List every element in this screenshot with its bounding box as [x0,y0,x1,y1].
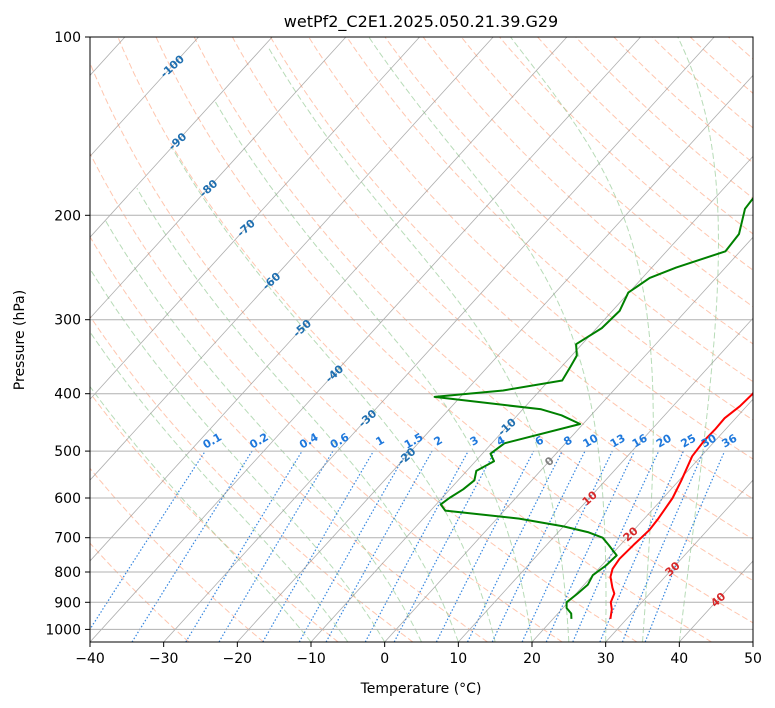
moist-adiabat [90,385,312,642]
mixing-ratio-line [185,450,303,642]
mixing-ratio-line [466,450,563,642]
dry-adiabat [90,392,339,642]
isotherm [90,37,568,562]
y-tick-label: 600 [54,491,81,507]
mixing-ratio-line [218,450,334,642]
y-tick-label: 500 [54,444,81,460]
x-tick-label: −10 [296,651,326,667]
mixing-ratio-line [393,450,496,642]
dry-adiabat [346,37,753,421]
moist-adiabat [677,37,719,642]
y-tick-label: 200 [54,208,81,224]
mixing-ratio-line [435,450,535,642]
moist-adiabat [90,331,349,642]
isotherm [90,37,199,157]
mixing-ratio-line [521,450,613,642]
dry-adiabat [90,235,488,642]
x-tick-label: 30 [597,651,615,667]
isotherm [90,37,273,238]
dry-adiabat [155,37,753,624]
isotherm [531,398,753,642]
isotherm [90,37,494,481]
background-lines [90,37,753,642]
y-tick-label: 400 [54,387,81,403]
x-tick-label: 40 [670,651,688,667]
profile-lines [433,196,753,620]
mixing-ratio-line [325,450,433,642]
dry-adiabat [90,61,638,642]
dry-adiabat [270,37,753,500]
temperature-profile-line [609,391,753,620]
y-tick-label: 300 [54,313,81,329]
isotherm [384,236,753,642]
x-tick-label: 20 [523,651,541,667]
dry-adiabat [90,152,563,642]
dry-adiabat [193,37,753,582]
mixing-ratio-line [621,450,705,642]
mixing-ratio-line [131,450,253,642]
x-tick-label: 0 [380,651,389,667]
plot-frame [89,36,754,643]
mixing-ratio-line [90,450,206,631]
y-tick-label: 900 [54,595,81,611]
moist-adiabat [214,100,533,642]
y-tick-label: 800 [54,565,81,581]
mixing-ratio-line [298,450,408,642]
isotherm [163,37,715,642]
x-tick-label: −20 [223,651,253,667]
moist-adiabat [368,37,607,642]
axes: −40 −30 −20 −10 0 10 20 30 40 50 100 200 300 400 500 60… [45,30,762,667]
moist-adiabat [136,187,459,642]
isotherm [90,37,347,319]
isotherm [90,37,420,400]
x-tick-label: −40 [75,651,105,667]
mixing-ratio-line [491,450,586,642]
mixing-ratio-line [364,450,469,642]
isotherm [237,74,753,642]
x-axis-title: Temperature (°C) [360,681,482,697]
isotherm [605,479,753,642]
moist-adiabat [104,220,422,642]
y-tick-label: 700 [54,531,81,547]
dry-adiabat [460,37,753,308]
dry-adiabat [90,467,264,642]
isotherm [310,155,753,642]
y-axis-title: Pressure (hPa) [12,290,28,390]
moist-adiabat [267,46,570,642]
isotherm [458,317,753,642]
dewpoint-profile-line [433,196,753,619]
x-tick-label: −30 [149,651,179,667]
x-tick-label: 50 [744,651,762,667]
x-tick-label: 10 [449,651,467,667]
moist-adiabat [90,267,386,642]
chart-title: wetPf2_C2E1.2025.050.21.39.G29 [284,12,558,32]
y-tick-label: 100 [54,30,81,46]
isotherm [90,37,641,642]
y-tick-label: 1000 [45,622,81,638]
moist-adiabat [510,37,654,642]
mixing-ratio-line [545,450,635,642]
dry-adiabat [384,37,753,383]
